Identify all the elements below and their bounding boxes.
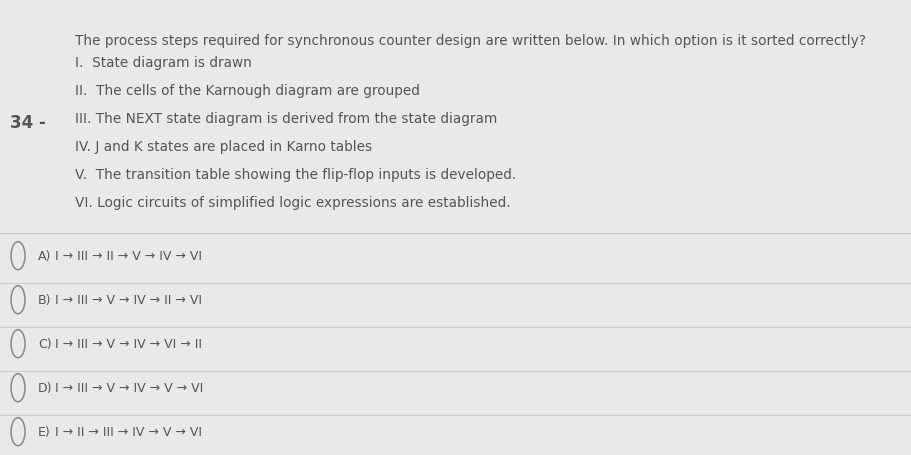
Text: I → III → II → V → IV → VI: I → III → II → V → IV → VI (55, 250, 201, 263)
Text: B): B) (38, 293, 51, 307)
Text: VI. Logic circuits of simplified logic expressions are established.: VI. Logic circuits of simplified logic e… (75, 196, 510, 210)
Text: I.  State diagram is drawn: I. State diagram is drawn (75, 56, 251, 70)
Text: II.  The cells of the Karnough diagram are grouped: II. The cells of the Karnough diagram ar… (75, 84, 419, 98)
Text: I → III → V → IV → II → VI: I → III → V → IV → II → VI (55, 293, 201, 307)
Text: D): D) (38, 381, 53, 394)
Text: The process steps required for synchronous counter design are written below. In : The process steps required for synchrono… (75, 34, 865, 48)
Text: V.  The transition table showing the flip-flop inputs is developed.: V. The transition table showing the flip… (75, 167, 516, 182)
Text: C): C) (38, 338, 52, 350)
Text: I → III → V → IV → VI → II: I → III → V → IV → VI → II (55, 338, 201, 350)
Text: I → II → III → IV → V → VI: I → II → III → IV → V → VI (55, 425, 201, 438)
Text: A): A) (38, 250, 51, 263)
Text: 34 -: 34 - (10, 114, 46, 132)
Text: III. The NEXT state diagram is derived from the state diagram: III. The NEXT state diagram is derived f… (75, 112, 496, 126)
Text: I → III → V → IV → V → VI: I → III → V → IV → V → VI (55, 381, 203, 394)
Text: E): E) (38, 425, 51, 438)
Text: IV. J and K states are placed in Karno tables: IV. J and K states are placed in Karno t… (75, 140, 372, 154)
